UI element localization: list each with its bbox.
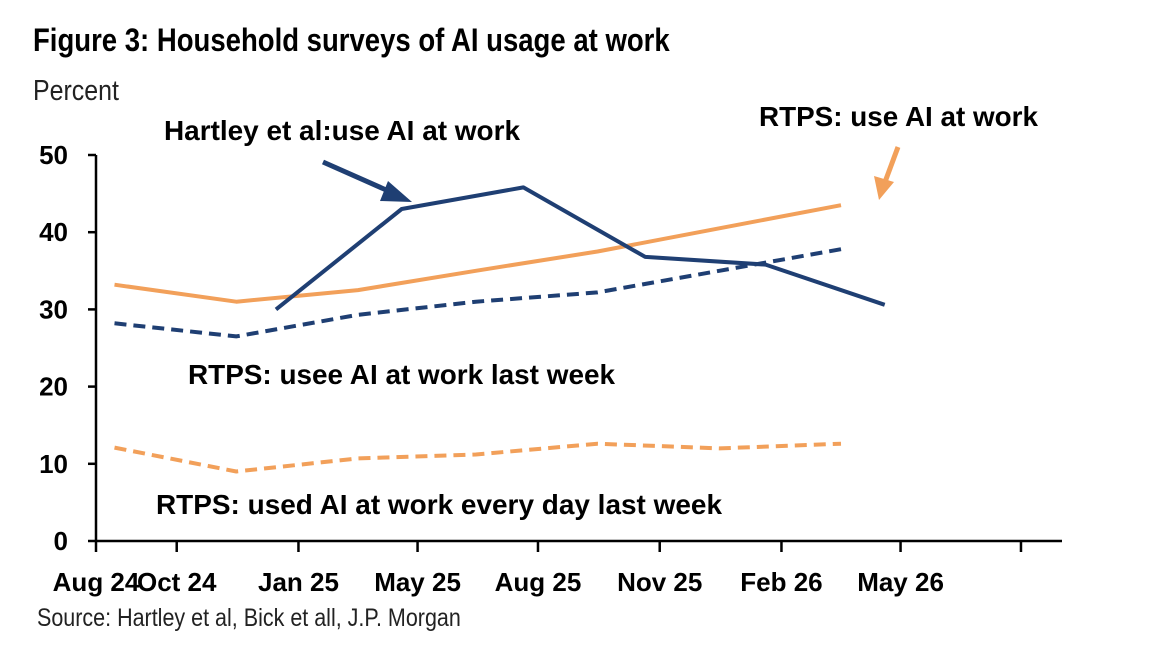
y-tick-label: 50 [39, 140, 68, 170]
y-tick-label: 20 [39, 372, 68, 402]
annotation-rtps-last-week: RTPS: usee AI at work last week [188, 359, 615, 390]
x-tick-label: Aug 24 [53, 567, 140, 597]
x-tick-label: May 26 [857, 567, 944, 597]
annotation-hartley-arrowhead [380, 181, 412, 202]
series-layer [114, 185, 886, 474]
annotation-rtps-use-arrow [882, 146, 901, 183]
series-line-3 [114, 441, 842, 474]
y-tick-label: 30 [39, 294, 68, 324]
annotation-rtps-every-day: RTPS: used AI at work every day last wee… [156, 489, 722, 520]
y-tick-label: 0 [54, 526, 68, 556]
axes [94, 155, 1062, 543]
y-axis-label: Percent [33, 75, 119, 107]
x-tick-label: Oct 24 [137, 567, 217, 597]
y-ticks: 0 10 20 30 40 50 [39, 140, 96, 556]
x-tick-label: May 25 [374, 567, 461, 597]
y-tick-label: 40 [39, 217, 68, 247]
x-tick-label: Jan 25 [258, 567, 339, 597]
y-tick-label: 10 [39, 449, 68, 479]
series-line-0 [114, 203, 842, 304]
x-tick-label: Feb 26 [740, 567, 822, 597]
annotation-hartley: Hartley et al:use AI at work [164, 115, 520, 146]
series-line-2 [274, 185, 886, 311]
source-note: Source: Hartley et al, Bick et all, J.P.… [37, 604, 461, 632]
x-tick-label: Nov 25 [617, 567, 702, 597]
x-tick-label: Aug 25 [495, 567, 582, 597]
annotation-rtps-use-arrowhead [874, 176, 894, 200]
annotation-rtps-use: RTPS: use AI at work [759, 101, 1038, 132]
chart-title: Figure 3: Household surveys of AI usage … [33, 22, 670, 58]
